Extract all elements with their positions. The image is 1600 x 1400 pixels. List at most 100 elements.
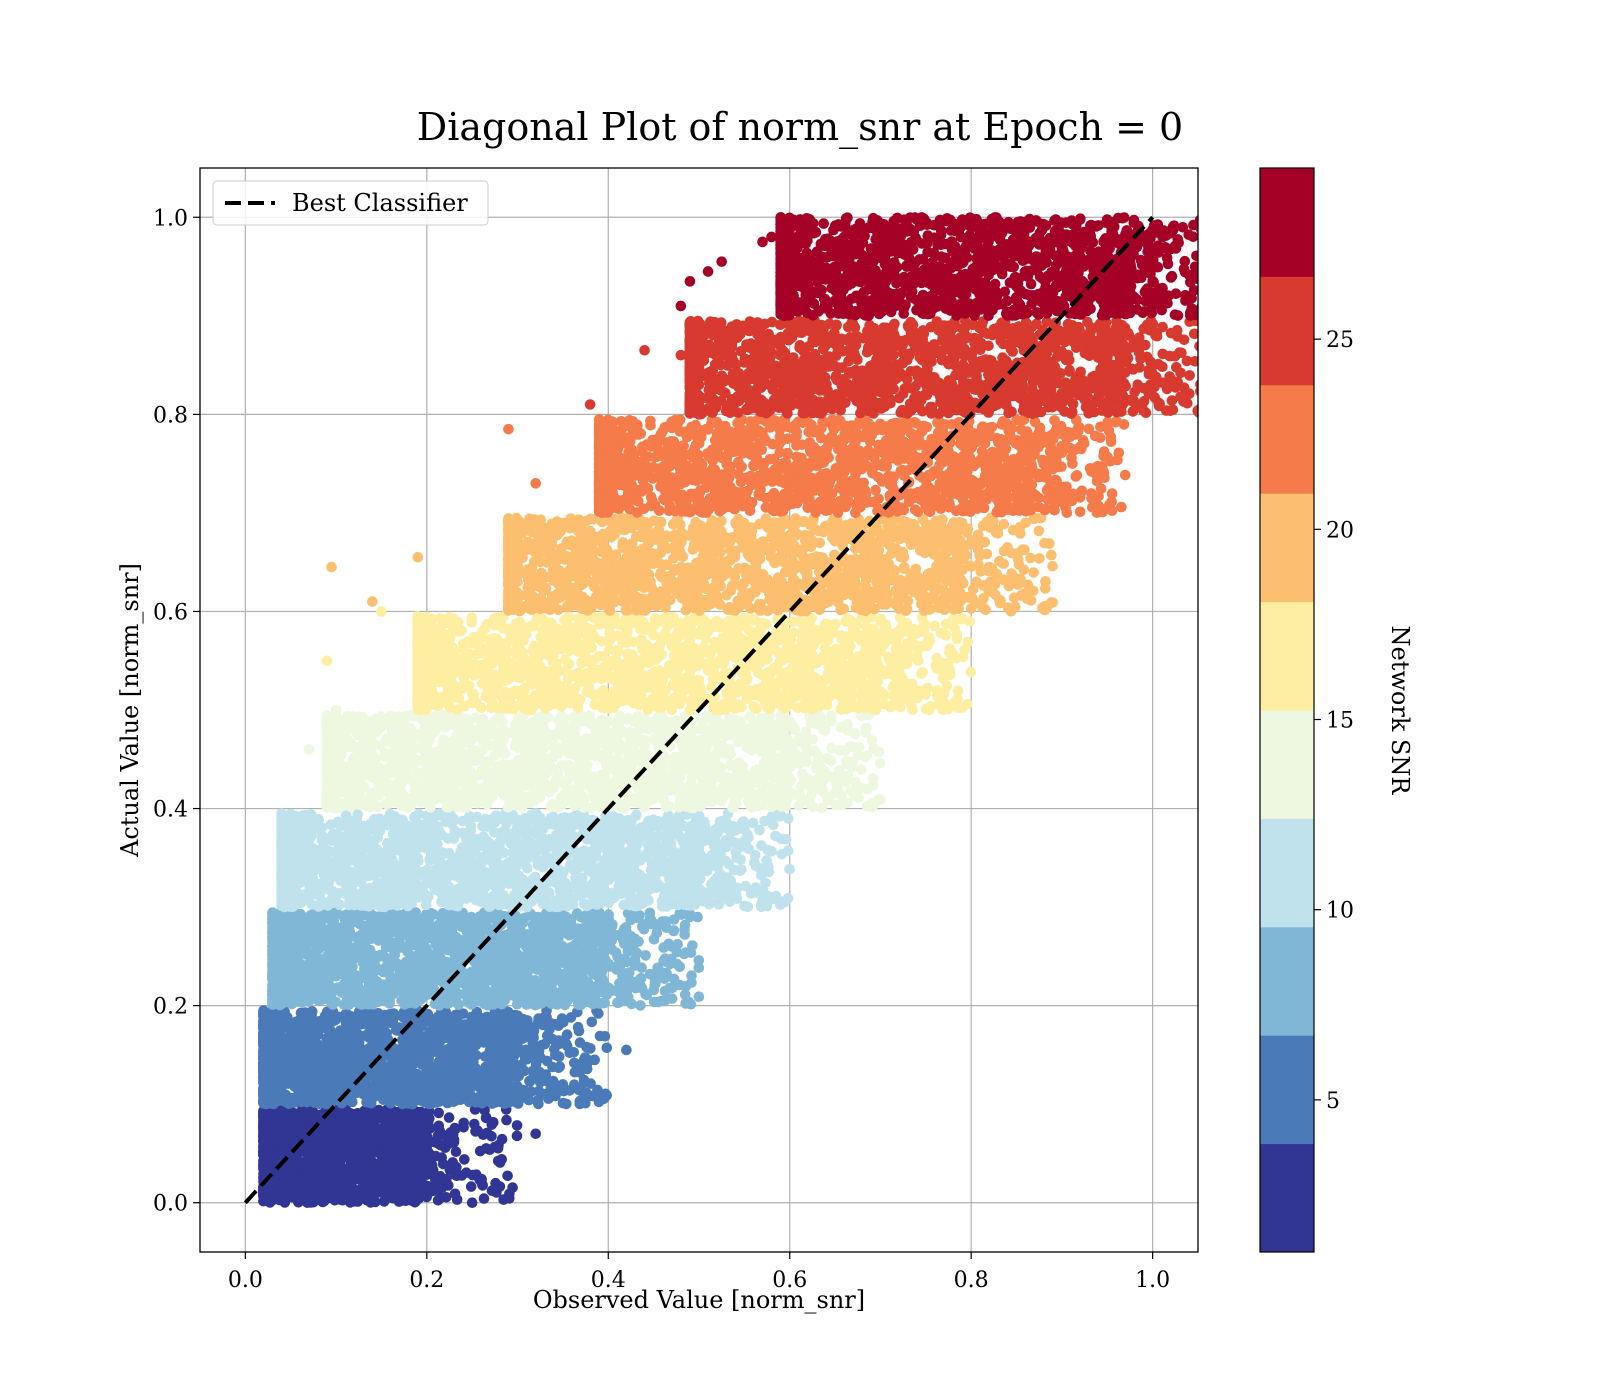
scatter-point: [516, 1063, 527, 1074]
scatter-point: [356, 1188, 368, 1200]
scatter-points: [258, 212, 1198, 1209]
scatter-point: [586, 987, 598, 999]
scatter-point: [364, 1085, 375, 1097]
scatter-point: [478, 1193, 490, 1204]
scatter-point: [601, 1042, 613, 1054]
scatter-point: [586, 1016, 598, 1028]
scatter-point: [443, 1112, 455, 1123]
scatter-point: [501, 1114, 512, 1126]
scatter-point: [340, 1122, 352, 1134]
scatter-point: [481, 1127, 493, 1139]
scatter-point: [450, 1025, 461, 1036]
chart-title: Diagonal Plot of norm_snr at Epoch = 0: [417, 105, 1183, 150]
scatter-point: [467, 1079, 478, 1090]
scatter-point: [640, 950, 651, 961]
scatter-point: [459, 1154, 470, 1165]
scatter-point: [319, 1023, 331, 1034]
scatter-point: [468, 916, 479, 928]
scatter-point: [488, 1041, 499, 1053]
scatter-point: [321, 1135, 332, 1146]
scatter-point: [648, 933, 660, 945]
scatter-point: [461, 1167, 472, 1178]
scatter-point: [276, 985, 287, 996]
scatter-point: [323, 1124, 335, 1136]
scatter-point: [568, 1047, 580, 1058]
scatter-point: [451, 1194, 463, 1205]
scatter-point: [297, 997, 308, 1008]
scatter-point: [302, 1068, 313, 1079]
scatter-point: [292, 1029, 303, 1040]
scatter-point: [397, 1194, 409, 1205]
scatter-point: [285, 1019, 296, 1030]
scatter-point: [362, 925, 374, 937]
scatter-point: [285, 1055, 297, 1067]
scatter-point: [482, 1069, 494, 1080]
scatter-point: [453, 999, 464, 1011]
scatter-point: [627, 942, 639, 954]
scatter-point: [561, 1029, 573, 1040]
scatter-point: [572, 1021, 584, 1033]
scatter-point: [308, 1107, 320, 1119]
scatter-point: [409, 1134, 421, 1145]
scatter-point: [550, 1019, 561, 1030]
scatter-point: [365, 1145, 377, 1157]
scatter-point: [358, 1045, 370, 1056]
scatter-point: [318, 1078, 330, 1090]
scatter-point: [325, 1009, 337, 1021]
scatter-point: [284, 1076, 296, 1088]
scatter-point: [549, 1043, 560, 1055]
scatter-point: [309, 1155, 320, 1166]
scatter-point: [513, 935, 525, 946]
scatter-point: [452, 1076, 464, 1088]
scatter-point: [362, 1011, 374, 1022]
scatter-point: [489, 1141, 501, 1153]
scatter-point: [378, 1188, 390, 1199]
scatter-point: [374, 1062, 386, 1074]
scatter-point: [310, 1056, 321, 1067]
scatter-point: [377, 1127, 388, 1139]
scatter-point: [322, 1144, 334, 1155]
scatter-point: [664, 958, 676, 970]
scatter-point: [446, 1086, 457, 1097]
scatter-point: [680, 947, 691, 958]
scatter-point: [540, 1088, 552, 1100]
scatter-point: [593, 1008, 604, 1019]
scatter-point: [342, 1112, 353, 1123]
scatter-point: [617, 934, 629, 945]
scatter-point: [272, 1125, 284, 1136]
scatter-point: [258, 1069, 269, 1080]
scatter-point: [333, 1140, 345, 1152]
scatter-point: [524, 1076, 536, 1087]
scatter-point: [389, 1150, 400, 1161]
scatter-point: [360, 1030, 371, 1041]
scatter-point: [424, 1113, 435, 1124]
scatter-point: [470, 1040, 482, 1051]
scatter-point: [440, 1192, 452, 1203]
scatter-point: [328, 1081, 340, 1093]
scatter-point: [693, 955, 705, 966]
scatter-point: [294, 1189, 305, 1201]
scatter-point: [414, 1156, 426, 1167]
scatter-point: [424, 975, 436, 986]
scatter-point: [289, 1042, 301, 1054]
scatter-point: [413, 1041, 424, 1053]
scatter-point: [302, 1091, 313, 1103]
scatter-point: [388, 1048, 400, 1059]
scatter-point: [380, 911, 392, 923]
scatter-point: [334, 964, 345, 975]
scatter-point: [352, 1061, 363, 1073]
scatter-point: [422, 1052, 434, 1063]
scatter-point: [427, 1084, 438, 1095]
scatter-point: [399, 999, 410, 1010]
scatter-point: [380, 1017, 392, 1029]
scatter-point: [302, 1169, 313, 1181]
scatter-point: [258, 1160, 269, 1172]
scatter-point: [511, 1130, 523, 1142]
scatter-point: [424, 1163, 435, 1174]
scatter-point: [395, 1107, 407, 1118]
scatter-point: [363, 1134, 374, 1145]
scatter-point: [285, 1118, 296, 1130]
scatter-point: [338, 1033, 350, 1044]
scatter-point: [420, 1137, 431, 1148]
scatter-point: [352, 1129, 364, 1140]
